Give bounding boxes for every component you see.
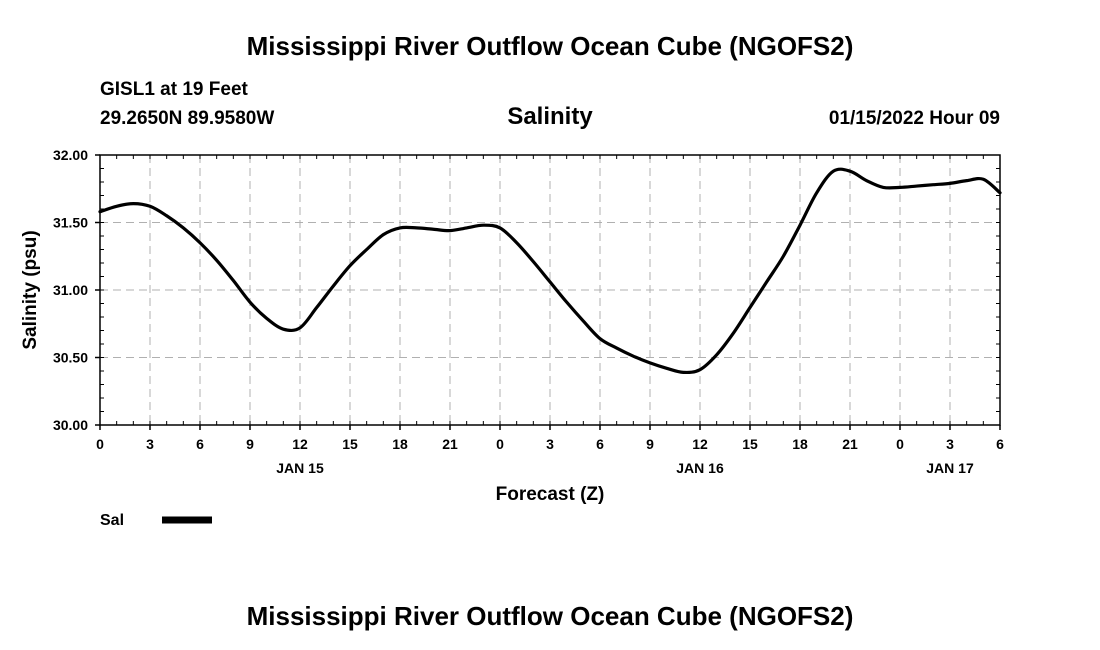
x-tick-labels: 0 3 6 9 12 15 18 21 0 3 6 9 12 15 18 21 0 3 6 [96,436,1004,452]
main-title: Mississippi River Outflow Ocean Cube (NG… [247,31,854,61]
x-tick-label: 0 [896,436,904,452]
x-tick-label: 0 [96,436,104,452]
x-tick-label: 0 [496,436,504,452]
grid-lines [99,154,1001,426]
y-tick-labels: 30.00 30.50 31.00 31.50 32.00 [53,147,88,433]
x-tick-label: 3 [946,436,954,452]
date-label: JAN 15 [276,460,324,476]
x-tick-label: 15 [742,436,758,452]
forecast-timestamp: 01/15/2022 Hour 09 [829,108,1000,129]
legend-label-sal: Sal [100,512,124,529]
y-tick-label: 30.00 [53,417,88,433]
x-tick-label: 21 [842,436,858,452]
chart-title: Salinity [507,103,593,130]
x-tick-label: 18 [792,436,808,452]
x-tick-label: 9 [246,436,254,452]
date-label: JAN 17 [926,460,974,476]
x-axis-label: Forecast (Z) [496,484,605,505]
y-tick-label: 31.00 [53,282,88,298]
x-tick-label: 6 [596,436,604,452]
y-tick-label: 30.50 [53,350,88,366]
x-tick-label: 3 [146,436,154,452]
station-label: GISL1 at 19 Feet [100,79,249,100]
x-tick-label: 9 [646,436,654,452]
x-tick-label: 12 [292,436,308,452]
x-tick-label: 6 [196,436,204,452]
y-tick-label: 32.00 [53,147,88,163]
x-tick-label: 18 [392,436,408,452]
x-tick-label: 3 [546,436,554,452]
x-tick-label: 15 [342,436,358,452]
date-label: JAN 16 [676,460,724,476]
minor-ticks [95,154,1001,430]
x-tick-label: 21 [442,436,458,452]
x-tick-label: 12 [692,436,708,452]
date-labels: JAN 15 JAN 16 JAN 17 [276,460,974,476]
salinity-series-line [98,167,1002,375]
station-coords: 29.2650N 89.9580W [100,108,274,129]
y-axis-label: Salinity (psu) [20,230,41,349]
footer-title: Mississippi River Outflow Ocean Cube (NG… [247,601,854,631]
y-tick-label: 31.50 [53,215,88,231]
x-tick-label: 6 [996,436,1004,452]
